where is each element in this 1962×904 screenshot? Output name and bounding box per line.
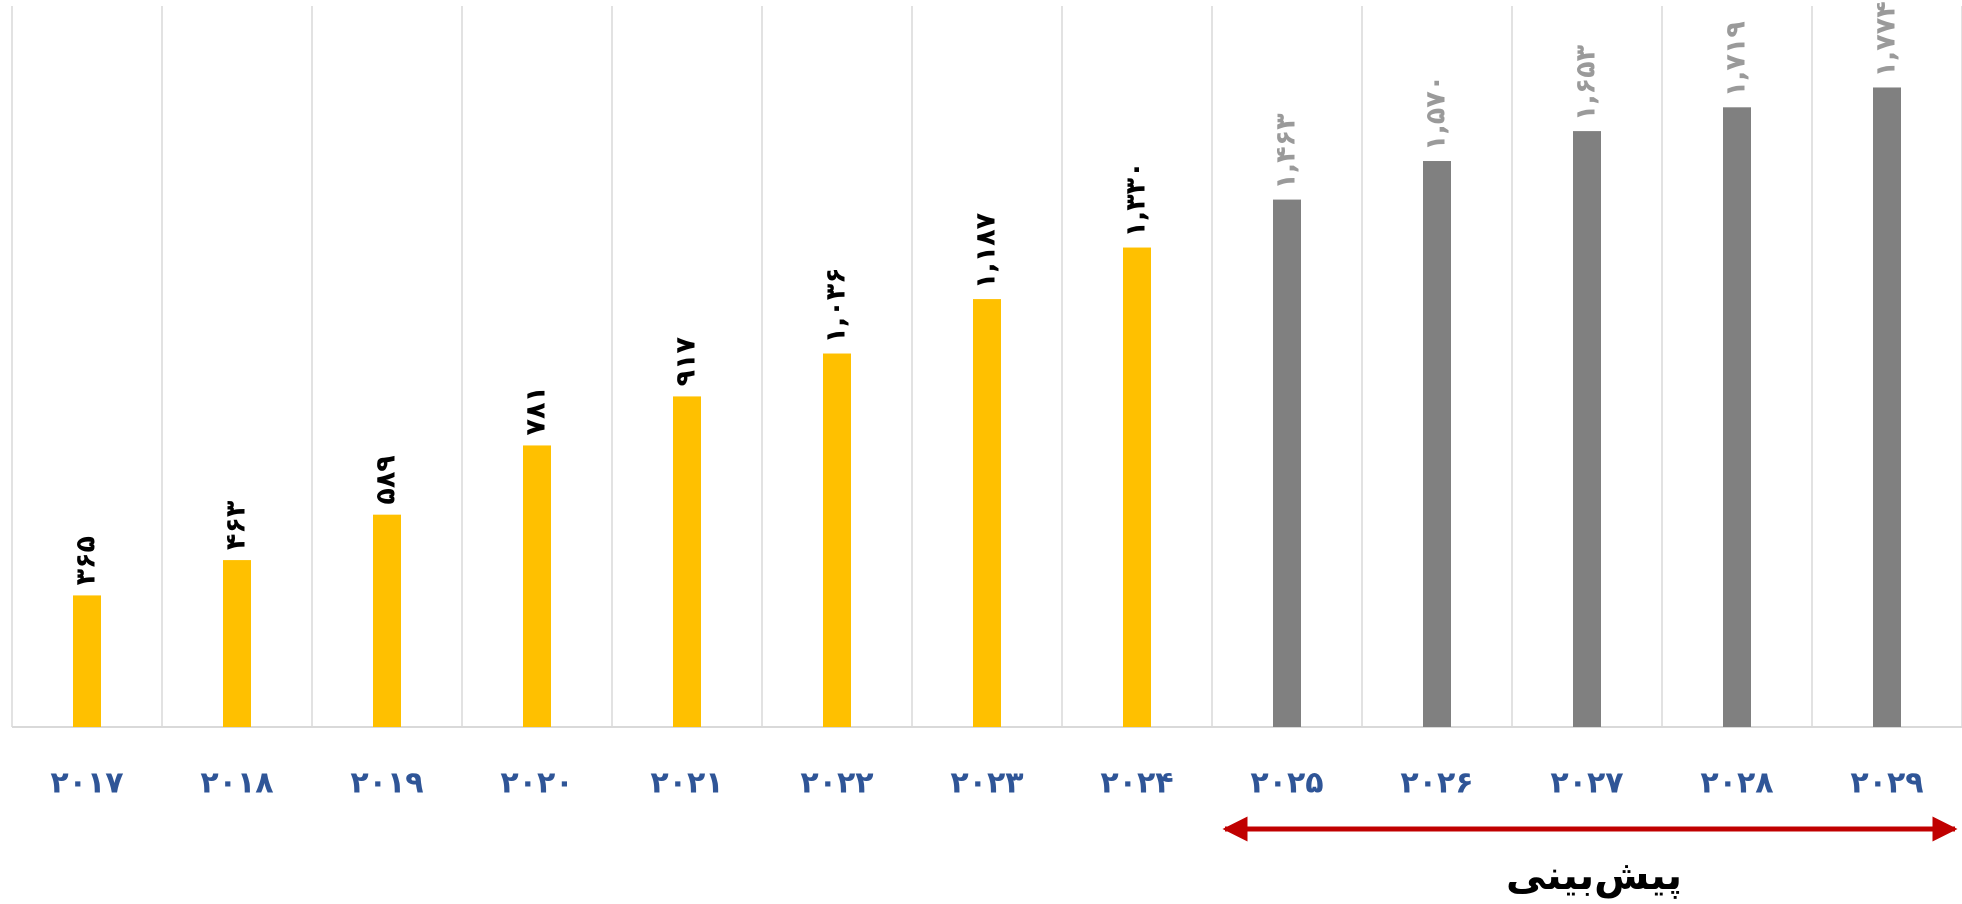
bar: [1873, 87, 1901, 727]
x-tick-label: ۲۰۲۷: [1550, 766, 1623, 801]
data-label: ۱,۵۷۰: [1421, 75, 1452, 151]
data-label: ۱,۷۷۴: [1871, 1, 1902, 77]
x-tick-label: ۲۰۲۴: [1100, 766, 1173, 801]
data-label: ۷۸۱: [521, 386, 552, 435]
x-tick-label: ۲۰۲۲: [800, 766, 873, 801]
bar: [1273, 199, 1301, 727]
data-label: ۵۸۹: [371, 455, 402, 504]
data-label: ۱,۴۶۳: [1271, 113, 1302, 190]
data-label: ۱,۱۸۷: [971, 212, 1002, 289]
annotation: پیش‌بینی: [1506, 853, 1682, 899]
x-tick-label: ۲۰۲۹: [1850, 766, 1923, 801]
data-label: ۱,۰۳۶: [821, 267, 852, 343]
bar: [673, 396, 701, 727]
bar: [823, 353, 851, 727]
bar: [1723, 107, 1751, 728]
bar: [73, 595, 101, 727]
x-tick-label: ۲۰۲۸: [1700, 766, 1773, 801]
bar: [373, 514, 401, 727]
data-label: ۳۶۵: [71, 536, 102, 585]
x-tick-label: ۲۰۲۰: [500, 766, 573, 801]
data-label: ۱,۷۱۹: [1721, 21, 1752, 97]
data-label: ۴۶۳: [221, 500, 252, 550]
bar: [1123, 247, 1151, 727]
x-tick-label: ۲۰۲۶: [1400, 766, 1473, 801]
x-tick-label: ۲۰۱۸: [200, 766, 273, 801]
data-label: ۱,۶۵۳: [1571, 44, 1602, 121]
x-tick-label: ۲۰۱۷: [50, 766, 123, 801]
bar: [223, 560, 251, 727]
x-tick-label: ۲۰۱۹: [350, 766, 423, 801]
x-tick-label: ۲۰۲۵: [1250, 766, 1323, 801]
bar: [523, 445, 551, 727]
bar: [973, 299, 1001, 727]
x-tick-label: ۲۰۲۳: [950, 766, 1023, 801]
bar: [1423, 161, 1451, 727]
x-tick-label: ۲۰۲۱: [650, 766, 723, 801]
data-label: ۱,۳۳۰: [1121, 161, 1152, 237]
bar: [1573, 131, 1601, 727]
data-label: ۹۱۷: [671, 336, 702, 386]
